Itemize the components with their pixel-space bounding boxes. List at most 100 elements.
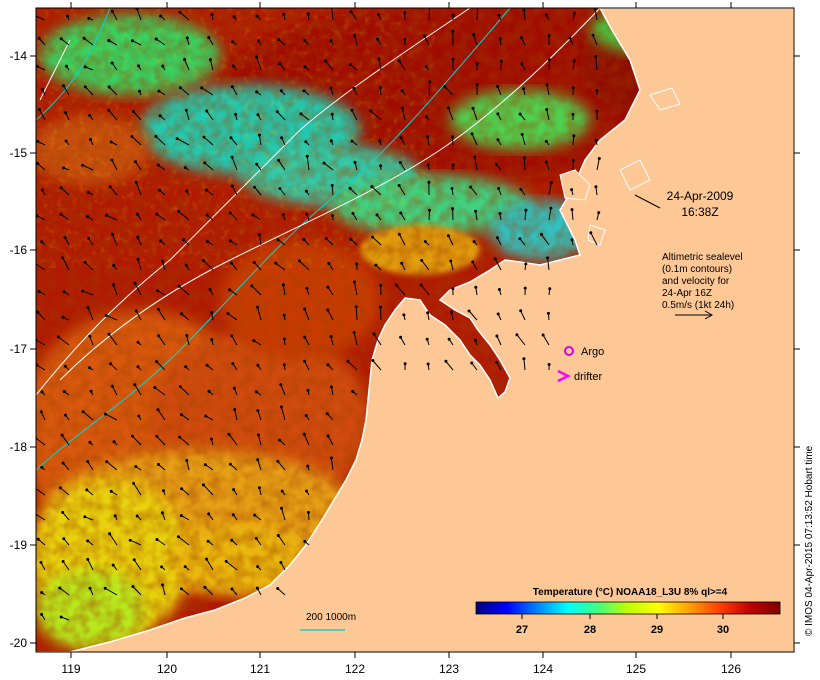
velocity-arrow-head bbox=[274, 261, 278, 265]
velocity-arrow-head bbox=[135, 514, 139, 518]
velocity-arrow-head bbox=[326, 308, 330, 312]
velocity-arrow-head bbox=[112, 440, 116, 444]
velocity-arrow bbox=[135, 310, 142, 321]
velocity-arrow-head bbox=[254, 536, 258, 540]
velocity-arrows bbox=[33, 8, 601, 621]
velocity-arrow-head bbox=[329, 39, 333, 43]
velocity-arrow-head bbox=[185, 459, 189, 462]
velocity-arrow bbox=[420, 284, 430, 296]
velocity-arrow-head bbox=[353, 34, 356, 37]
velocity-arrow-head bbox=[472, 240, 476, 244]
velocity-arrow bbox=[470, 186, 478, 196]
velocity-arrow-head bbox=[178, 10, 182, 14]
velocity-arrow-head bbox=[279, 560, 283, 564]
velocity-arrow-head bbox=[128, 538, 132, 542]
velocity-arrow bbox=[428, 81, 431, 96]
velocity-arrow-head bbox=[160, 565, 164, 569]
velocity-arrow-head bbox=[37, 107, 41, 111]
velocity-arrow-head bbox=[89, 389, 93, 393]
velocity-arrow-head bbox=[40, 612, 44, 616]
velocity-arrow-head bbox=[255, 586, 259, 590]
velocity-arrow-head bbox=[134, 309, 138, 313]
colorbar-tick-label: 27 bbox=[516, 624, 528, 636]
velocity-arrow-head bbox=[138, 89, 141, 93]
velocity-arrow-head bbox=[473, 338, 477, 342]
velocity-arrow-head bbox=[470, 132, 474, 136]
velocity-arrow-head bbox=[131, 110, 135, 113]
velocity-arrow-head bbox=[255, 162, 259, 166]
velocity-arrow-head bbox=[545, 83, 549, 87]
lon-tick-label: 120 bbox=[157, 662, 177, 676]
velocity-arrow-head bbox=[36, 139, 40, 143]
latitude-axis bbox=[30, 55, 800, 644]
velocity-arrow-head bbox=[204, 414, 208, 418]
velocity-arrow-head bbox=[111, 563, 115, 567]
velocity-arrow-head bbox=[156, 307, 160, 311]
velocity-arrow-head bbox=[105, 213, 108, 217]
velocity-arrow-head bbox=[253, 185, 257, 189]
velocity-arrow-head bbox=[203, 161, 207, 165]
velocity-arrow-head bbox=[282, 313, 286, 317]
velocity-arrow-head bbox=[518, 237, 522, 241]
velocity-arrow-head bbox=[201, 483, 205, 487]
velocity-arrow-head bbox=[495, 334, 499, 338]
velocity-arrow-head bbox=[86, 306, 90, 310]
velocity-arrow-head bbox=[524, 262, 528, 266]
velocity-arrow-head bbox=[331, 214, 334, 218]
velocity-arrow bbox=[401, 107, 406, 121]
velocity-arrow bbox=[82, 164, 94, 171]
velocity-arrow-head bbox=[355, 262, 359, 266]
velocity-arrow bbox=[132, 435, 142, 446]
velocity-arrow bbox=[60, 38, 70, 46]
velocity-arrow-head bbox=[329, 456, 333, 460]
velocity-arrow-head bbox=[303, 539, 307, 543]
velocity-arrow-head bbox=[519, 309, 523, 313]
velocity-arrow bbox=[38, 109, 46, 121]
velocity-arrow bbox=[231, 86, 238, 96]
velocity-arrow-head bbox=[280, 489, 284, 493]
velocity-arrow-head bbox=[112, 263, 116, 267]
velocity-arrow-head bbox=[449, 310, 453, 314]
velocity-arrow-head bbox=[326, 363, 330, 367]
velocity-arrow-head bbox=[226, 312, 230, 316]
velocity-arrow-head bbox=[33, 14, 35, 16]
velocity-arrow-head bbox=[446, 234, 450, 238]
velocity-arrow-head bbox=[278, 187, 282, 190]
velocity-arrow-head bbox=[597, 211, 601, 215]
velocity-arrow bbox=[398, 233, 406, 246]
velocity-arrow-head bbox=[58, 586, 62, 590]
velocity-arrow-head bbox=[185, 36, 189, 40]
velocity-arrow bbox=[106, 214, 118, 221]
velocity-arrow-head bbox=[40, 465, 44, 469]
velocity-arrow-head bbox=[231, 64, 235, 68]
velocity-arrow-head bbox=[547, 34, 551, 38]
velocity-arrow-head bbox=[329, 139, 333, 143]
velocity-arrow bbox=[323, 162, 334, 171]
velocity-arrow bbox=[133, 111, 142, 121]
velocity-arrow bbox=[227, 313, 238, 321]
velocity-arrow-head bbox=[155, 538, 159, 541]
velocity-arrow-head bbox=[202, 135, 206, 139]
velocity-arrow-head bbox=[353, 160, 357, 164]
velocity-arrow bbox=[423, 35, 430, 46]
velocity-arrow-head bbox=[64, 139, 68, 143]
velocity-arrow-head bbox=[132, 481, 136, 485]
velocity-arrow bbox=[131, 136, 142, 146]
velocity-arrow-head bbox=[210, 338, 214, 342]
velocity-arrow-head bbox=[230, 184, 234, 188]
velocity-arrow-head bbox=[473, 155, 477, 159]
velocity-arrow-head bbox=[371, 359, 375, 362]
velocity-arrow bbox=[111, 386, 118, 396]
velocity-arrow bbox=[428, 210, 430, 221]
velocity-arrow bbox=[447, 235, 454, 246]
velocity-arrow-head bbox=[495, 236, 499, 240]
velocity-arrow-head bbox=[496, 112, 500, 116]
velocity-arrow-head bbox=[573, 11, 577, 15]
velocity-arrow-head bbox=[232, 386, 236, 390]
velocity-arrow-head bbox=[469, 185, 473, 189]
velocity-arrow bbox=[204, 162, 214, 171]
velocity-arrow-head bbox=[230, 334, 234, 338]
velocity-arrow-head bbox=[160, 511, 164, 515]
velocity-arrow bbox=[111, 234, 118, 246]
velocity-arrow-head bbox=[113, 514, 117, 518]
